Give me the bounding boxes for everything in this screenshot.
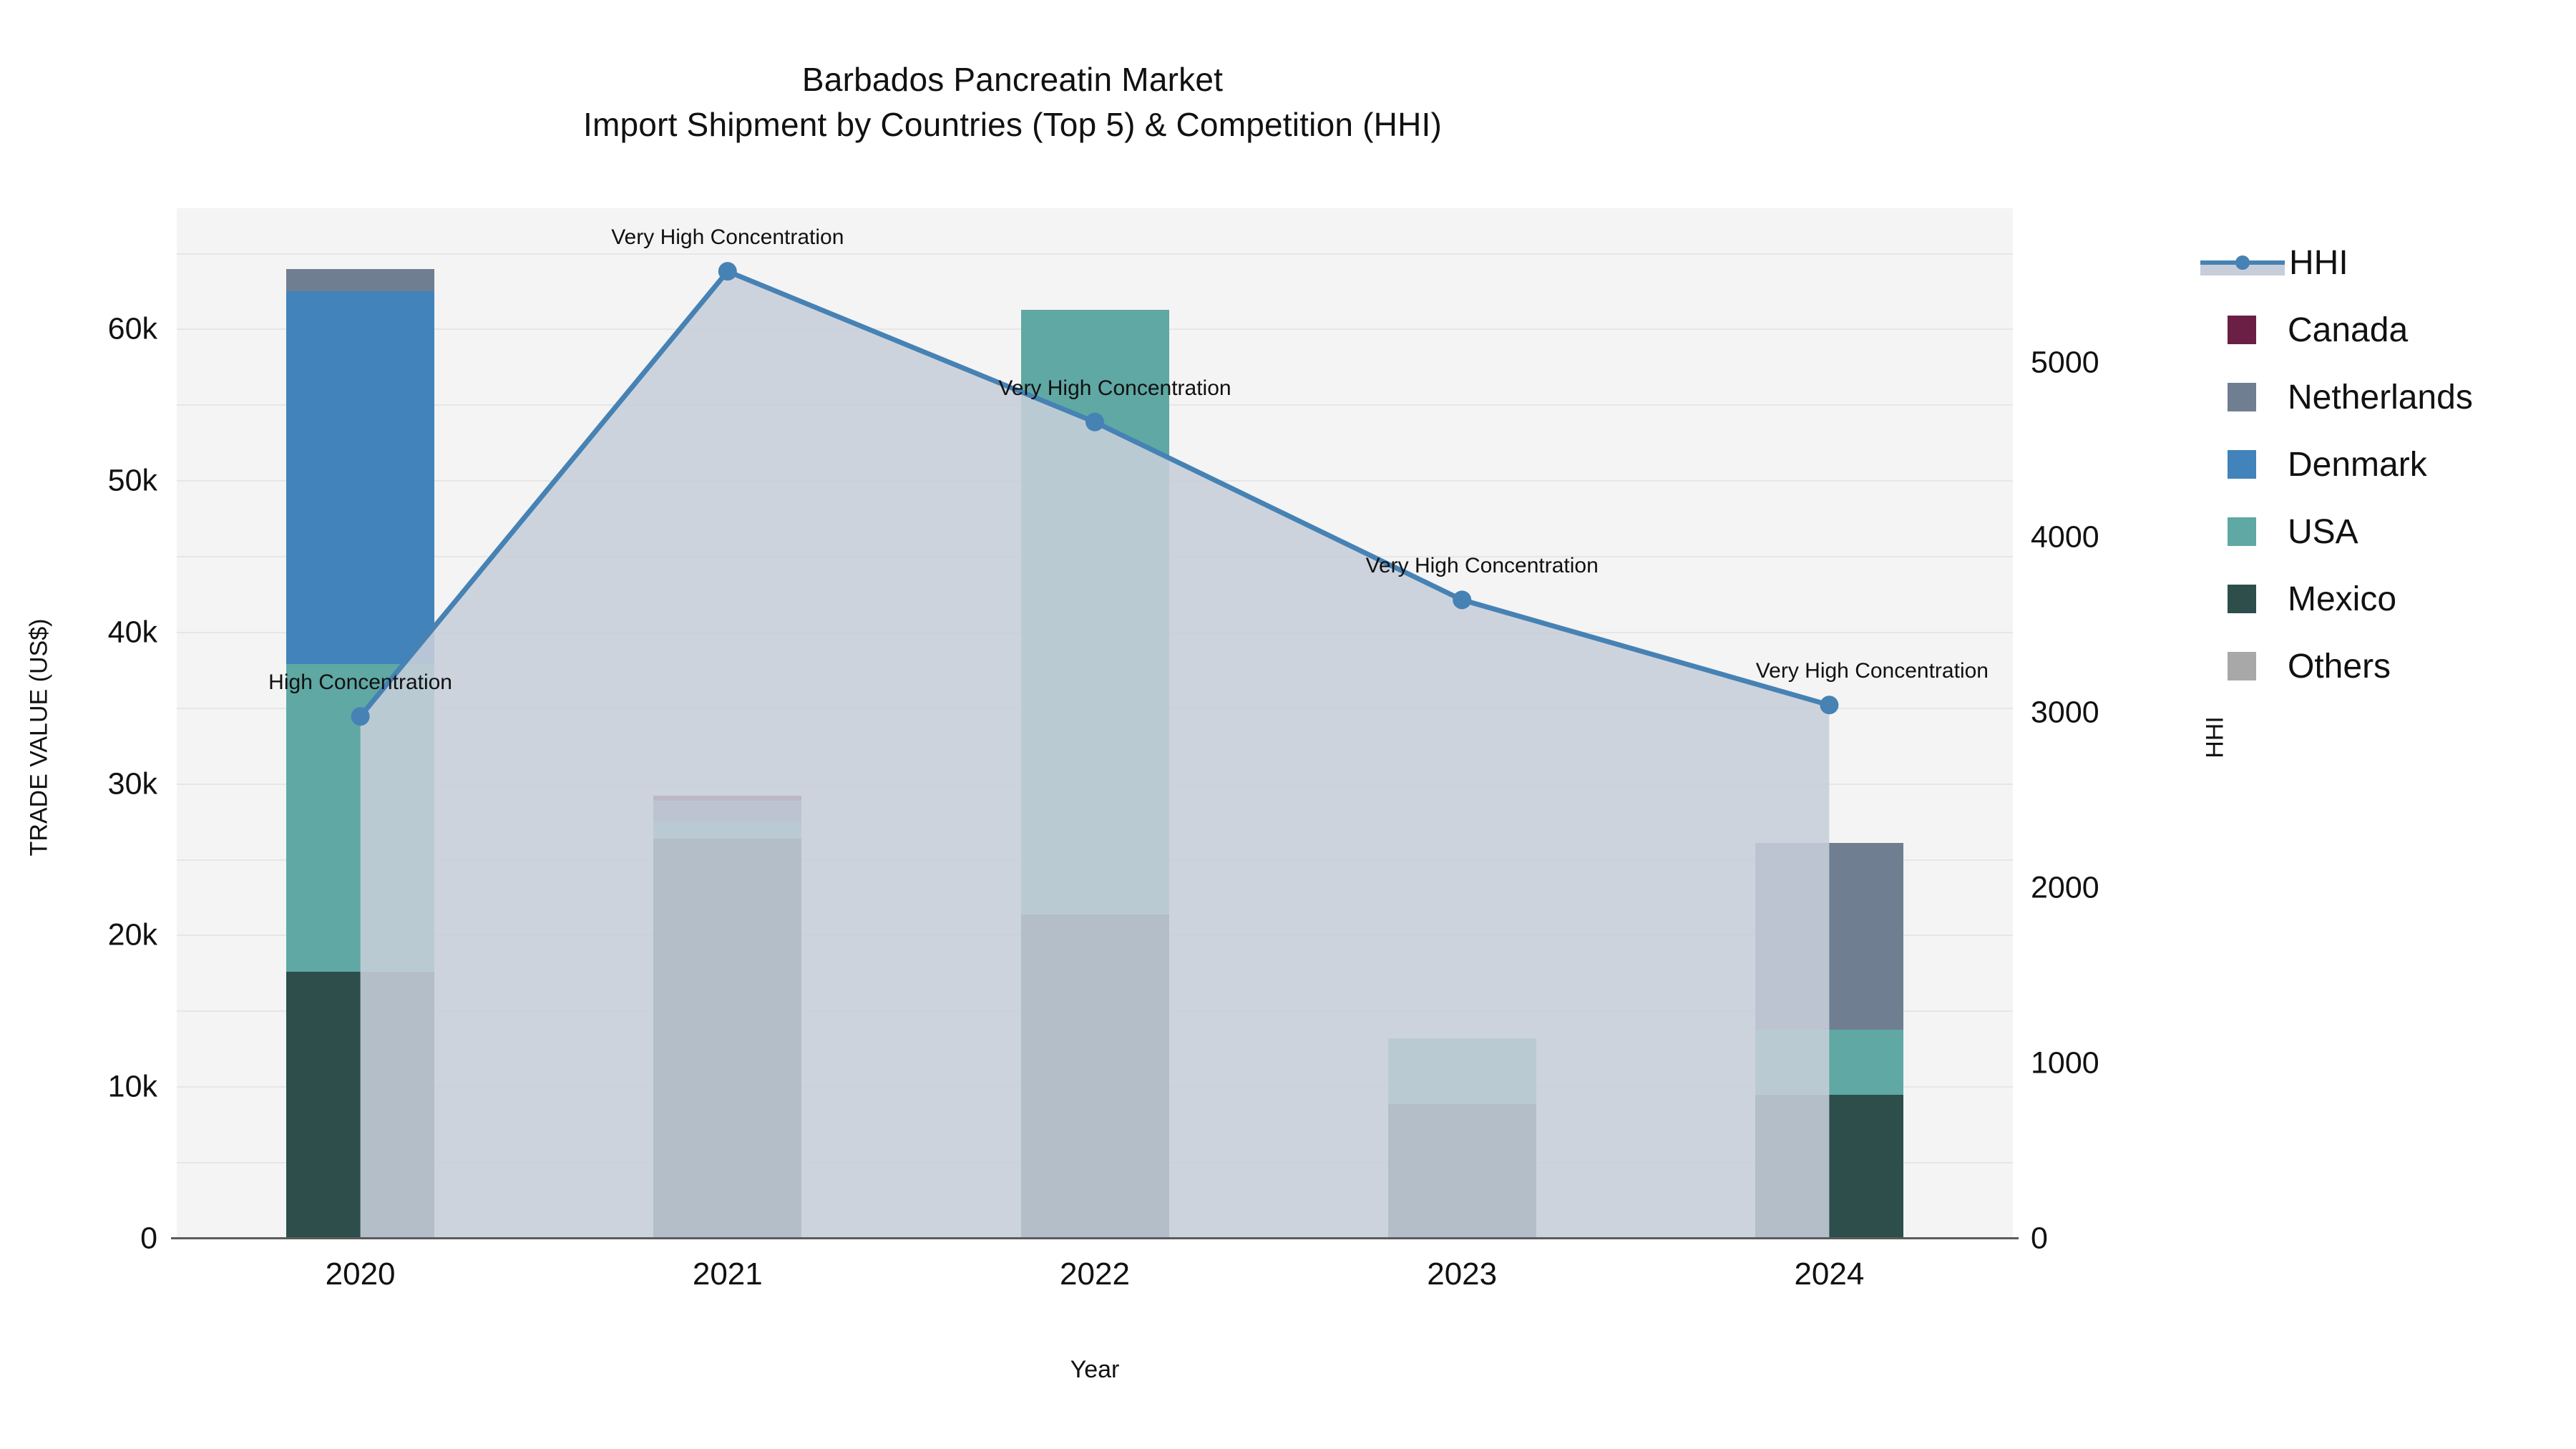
y-tick-left: 10k xyxy=(107,1069,157,1104)
legend-item-netherlands[interactable]: Netherlands xyxy=(2200,364,2572,431)
y-tick-right: 5000 xyxy=(2031,345,2099,379)
y-tick-right: 4000 xyxy=(2031,519,2099,555)
legend-line-icon xyxy=(2200,248,2285,277)
x-tick: 2024 xyxy=(1794,1257,1865,1292)
legend-item-label: HHI xyxy=(2289,243,2348,282)
legend-swatch-icon xyxy=(2228,585,2256,613)
legend-item-label: Denmark xyxy=(2288,445,2427,484)
legend-item-label: Mexico xyxy=(2288,580,2397,618)
legend-item-label: USA xyxy=(2288,512,2358,551)
chart-title-line-1: Barbados Pancreatin Market xyxy=(801,61,1224,98)
concentration-annotation: Very High Concentration xyxy=(611,225,844,250)
y-tick-left: 30k xyxy=(107,766,157,801)
legend-item-denmark[interactable]: Denmark xyxy=(2200,431,2572,498)
y-tick-right: 3000 xyxy=(2031,695,2099,730)
chart-title-line-2: Import Shipment by Countries (Top 5) & C… xyxy=(583,105,1442,143)
y-tick-left: 50k xyxy=(107,463,157,498)
y-tick-right: 1000 xyxy=(2031,1045,2099,1080)
hhi-marker[interactable] xyxy=(351,707,370,726)
legend-swatch-icon xyxy=(2228,517,2256,546)
concentration-annotation: Very High Concentration xyxy=(998,376,1231,400)
y-tick-right: 2000 xyxy=(2031,870,2099,905)
concentration-annotation: Very High Concentration xyxy=(1755,659,1989,683)
concentration-annotation: Very High Concentration xyxy=(1365,554,1599,578)
y-tick-left: 20k xyxy=(107,917,157,952)
legend-item-label: Netherlands xyxy=(2288,378,2473,416)
bar-segment[interactable] xyxy=(286,291,435,665)
hhi-area-fill xyxy=(360,271,1830,1239)
x-tick: 2020 xyxy=(325,1257,396,1292)
legend-item-mexico[interactable]: Mexico xyxy=(2200,565,2572,633)
legend-item-usa[interactable]: USA xyxy=(2200,498,2572,565)
hhi-marker[interactable] xyxy=(718,262,737,281)
legend-swatch-icon xyxy=(2228,450,2256,479)
legend-item-hhi[interactable]: HHI xyxy=(2200,229,2572,296)
x-axis-label: Year xyxy=(1070,1356,1120,1383)
y-tick-left: 0 xyxy=(140,1221,157,1256)
y-axis-left-label: TRADE VALUE (US$) xyxy=(25,618,53,857)
legend-swatch-icon xyxy=(2228,652,2256,680)
hhi-line-series xyxy=(351,262,1839,1239)
hhi-marker[interactable] xyxy=(1453,590,1472,610)
hhi-marker[interactable] xyxy=(1820,696,1839,715)
x-tick: 2021 xyxy=(692,1257,763,1292)
x-tick: 2023 xyxy=(1427,1257,1498,1292)
y-tick-left: 40k xyxy=(107,615,157,650)
chart-legend: HHI Canada Netherlands Denmark USA Mexico Othe… xyxy=(2200,229,2572,700)
y-axis-left-ticks: 0 10k 20k 30k 40k 50k 60k xyxy=(0,208,159,1256)
y-tick-left: 60k xyxy=(107,311,157,346)
x-tick: 2022 xyxy=(1060,1257,1130,1292)
y-tick-right: 0 xyxy=(2031,1221,2048,1256)
y-axis-right-ticks: 0 1000 2000 3000 4000 5000 xyxy=(2031,208,2202,1256)
bar-segment[interactable] xyxy=(286,268,435,292)
plot-area: High Concentration Very High Concentratio… xyxy=(177,208,2013,1239)
gridline xyxy=(177,253,2013,255)
legend-swatch-icon xyxy=(2228,383,2256,411)
concentration-annotation: High Concentration xyxy=(268,670,453,695)
legend-swatch-icon xyxy=(2228,316,2256,344)
legend-item-others[interactable]: Others xyxy=(2200,633,2572,700)
legend-item-canada[interactable]: Canada xyxy=(2200,296,2572,364)
hhi-marker[interactable] xyxy=(1085,412,1104,431)
legend-item-label: Canada xyxy=(2288,311,2409,349)
legend-item-label: Others xyxy=(2288,647,2391,686)
x-axis-line xyxy=(171,1237,2019,1239)
hhi-markers xyxy=(351,262,1839,726)
chart-title: Barbados Pancreatin Market Import Shipme… xyxy=(0,57,2025,147)
